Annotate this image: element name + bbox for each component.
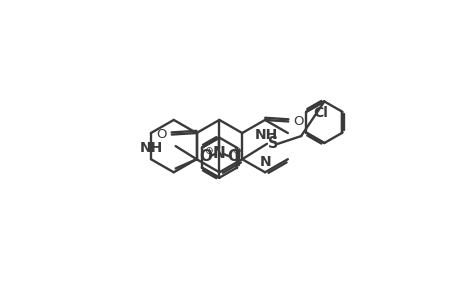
- Text: O: O: [226, 148, 239, 164]
- Text: NH: NH: [140, 141, 163, 155]
- Text: NH: NH: [254, 128, 277, 142]
- Text: Cl: Cl: [313, 106, 327, 120]
- Text: O: O: [156, 128, 166, 141]
- Text: N: N: [259, 155, 271, 169]
- Text: ⊕: ⊕: [204, 146, 213, 157]
- Text: S: S: [267, 136, 278, 151]
- Text: ⊖: ⊖: [231, 146, 241, 157]
- Text: O: O: [293, 115, 303, 128]
- Text: O: O: [198, 148, 212, 164]
- Text: N: N: [213, 146, 225, 160]
